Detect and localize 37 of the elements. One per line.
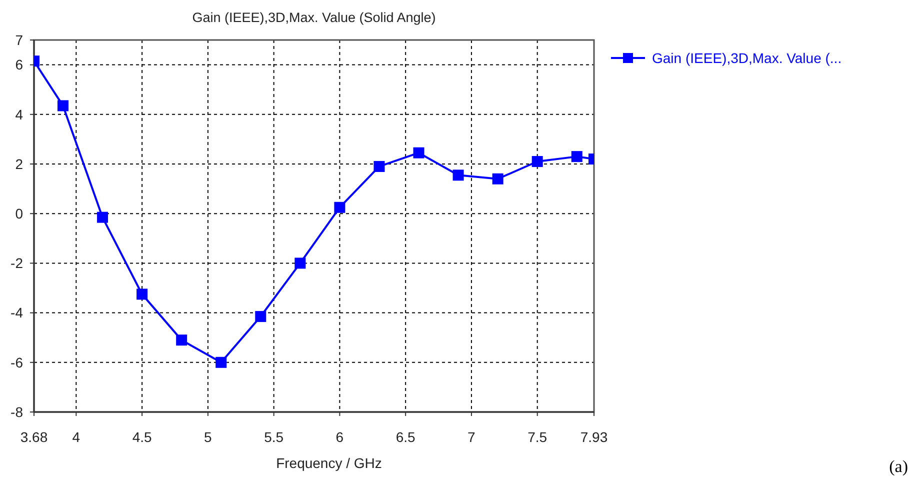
x-tick-label: 6 bbox=[336, 429, 344, 445]
x-axis-title: Frequency / GHz bbox=[276, 455, 382, 471]
point bbox=[571, 151, 582, 162]
x-tick-label: 4 bbox=[72, 429, 80, 445]
x-tick-label: 7.93 bbox=[580, 429, 608, 445]
y-tick-label: 4 bbox=[15, 106, 24, 122]
x-tick-label: 4.5 bbox=[132, 429, 152, 445]
text: (a) bbox=[889, 457, 908, 476]
point bbox=[97, 212, 108, 223]
point bbox=[176, 334, 188, 346]
y-tick-label: 6 bbox=[15, 56, 24, 73]
x-tick-label: 5.5 bbox=[264, 429, 284, 445]
x-tick-label: 6.5 bbox=[396, 429, 416, 445]
point bbox=[334, 202, 346, 213]
point bbox=[492, 173, 504, 184]
point bbox=[57, 100, 68, 112]
point bbox=[413, 147, 424, 158]
point bbox=[294, 258, 306, 269]
x-tick-label: 7.5 bbox=[528, 429, 548, 445]
point bbox=[374, 160, 385, 172]
y-tick-label: -2 bbox=[10, 255, 24, 272]
x-tick-label: 5 bbox=[204, 429, 212, 445]
point bbox=[136, 288, 148, 300]
chart-title: Gain (IEEE),3D,Max. Value (Solid Angle) bbox=[192, 10, 436, 25]
point bbox=[255, 311, 266, 322]
y-tick-label: -4 bbox=[10, 304, 24, 321]
point bbox=[532, 156, 543, 168]
y-tick-label: 0 bbox=[15, 206, 24, 222]
x-tick-label: 7 bbox=[468, 429, 476, 445]
y-tick-label: -6 bbox=[10, 354, 24, 370]
point bbox=[216, 356, 227, 368]
y-tick-label: 7 bbox=[15, 32, 24, 48]
y-tick-label: -8 bbox=[10, 404, 24, 420]
x-tick-label: 3.68 bbox=[20, 429, 48, 445]
legend-label: Gain (IEEE),3D,Max. Value (... bbox=[652, 50, 842, 66]
y-tick-label: 2 bbox=[15, 156, 24, 172]
point bbox=[452, 170, 464, 181]
